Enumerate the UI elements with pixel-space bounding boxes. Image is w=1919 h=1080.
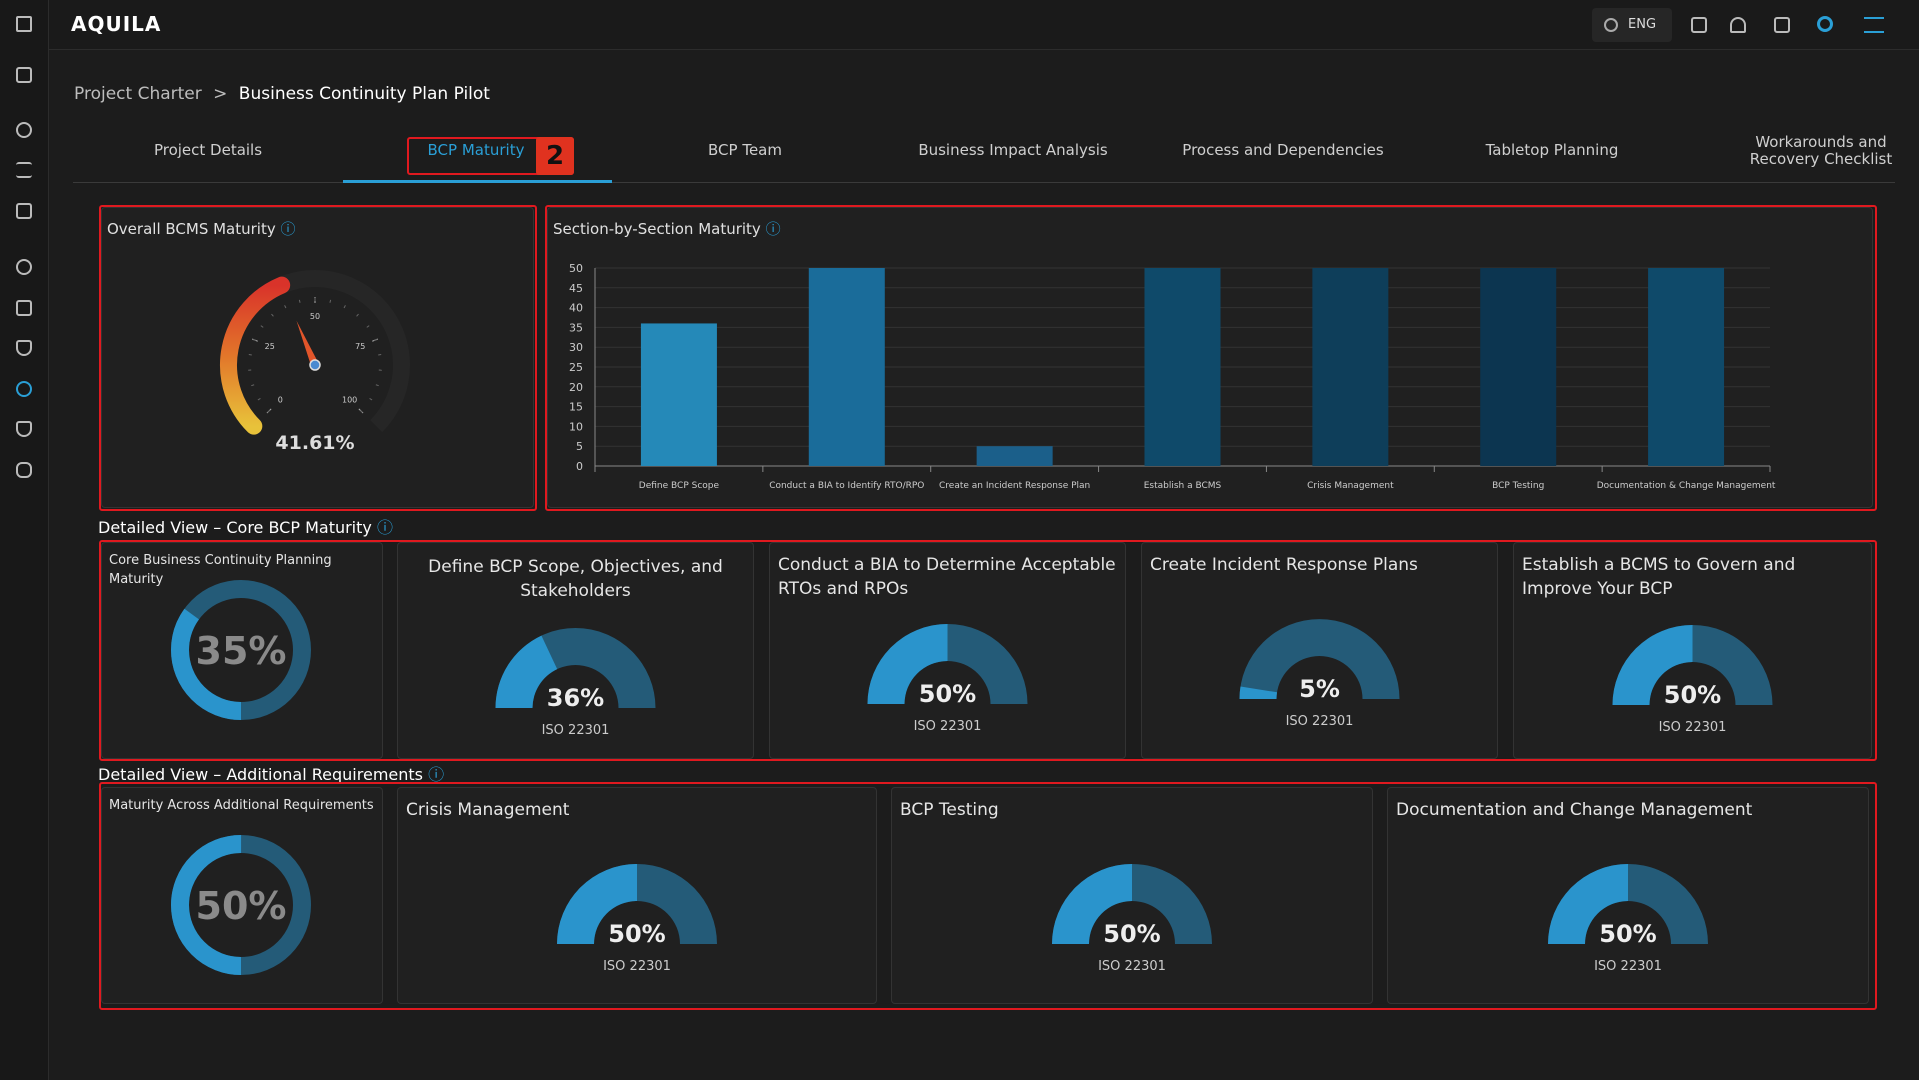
radar-icon[interactable] [16,259,32,275]
title-text: Overall BCMS Maturity [107,220,276,238]
menu-icon[interactable] [16,162,32,178]
star-icon[interactable] [16,122,32,138]
tab[interactable]: BCP Maturity [427,141,525,159]
info-icon[interactable]: ⓘ [280,220,296,238]
tab[interactable]: BCP Team [708,141,782,159]
card-title: Documentation and Change Management [1396,800,1753,820]
shield-icon[interactable] [16,340,32,356]
building-icon[interactable] [1691,17,1707,33]
heading-text: Detailed View – Additional Requirements [98,765,423,784]
bell-icon[interactable] [1730,17,1746,33]
breadcrumb-separator: > [213,84,228,104]
tab[interactable]: Business Impact Analysis [918,141,1108,159]
card-title: Crisis Management [406,800,570,820]
card-title: Conduct a BIA to Determine Acceptable RT… [778,555,1116,599]
annotation-box [99,782,1877,1010]
heading-text: Detailed View – Core BCP Maturity [98,518,372,537]
card-title: Create Incident Response Plans [1150,555,1418,575]
sidebar [0,0,49,1080]
language: ENG [1628,17,1657,32]
info-icon[interactable]: ⓘ [428,765,445,784]
hamburger-icon[interactable] [1864,17,1884,33]
maturity-icon[interactable] [16,381,32,397]
tab[interactable]: Process and Dependencies [1182,141,1384,159]
tab[interactable]: Workarounds and Recovery Checklist [1749,133,1893,168]
info-icon[interactable]: ⓘ [376,518,393,537]
card-title: Define BCP Scope, Objectives, and Stakeh… [428,557,723,601]
annotation-box [99,540,1877,761]
globe-icon [1604,18,1618,32]
tab[interactable]: Project Details [153,141,263,159]
tab-bar: Project Details BCP Maturity BCP Team Busin… [0,0,1896,190]
active-tab-underline [343,180,612,183]
title-text: Section-by-Section Maturity [553,220,761,238]
panel-icon[interactable] [16,67,32,83]
summary-title: Core Business Continuity Planning Maturi… [109,553,332,587]
annotation-box [545,205,1877,511]
breadcrumb-current: Business Continuity Plan Pilot [238,84,490,104]
help-icon[interactable] [1817,16,1833,32]
additional-heading: Detailed View – Additional Requirements … [98,761,444,785]
breadcrumb: Project Charter > Business Continuity Pl… [74,84,490,104]
section-title: Section-by-Section Maturity ⓘ [553,218,781,239]
logo[interactable]: AQUILA [71,12,162,36]
notes-icon[interactable] [1774,17,1790,33]
card-title: BCP Testing [900,800,999,820]
core-heading: Detailed View – Core BCP Maturity ⓘ [98,514,393,538]
card-title: Establish a BCMS to Govern and Improve Y… [1522,555,1796,599]
grid-icon[interactable] [16,203,32,219]
language-selector[interactable]: ENG [1592,8,1672,42]
info-icon[interactable]: ⓘ [765,220,781,238]
overall-title: Overall BCMS Maturity ⓘ [107,218,296,239]
breadcrumb-parent[interactable]: Project Charter [74,84,202,104]
top-bar: AQUILA ENG [49,0,1919,50]
tab-divider [73,182,1895,183]
annotation-badge: 2 [536,137,574,175]
annotation-box [99,205,537,511]
shield-icon[interactable] [16,421,32,437]
bank-icon[interactable] [16,300,32,316]
tab[interactable]: Tabletop Planning [1485,141,1619,159]
home-icon[interactable] [16,16,32,32]
database-icon[interactable] [16,462,32,478]
summary-title: Maturity Across Additional Requirements [109,798,374,813]
